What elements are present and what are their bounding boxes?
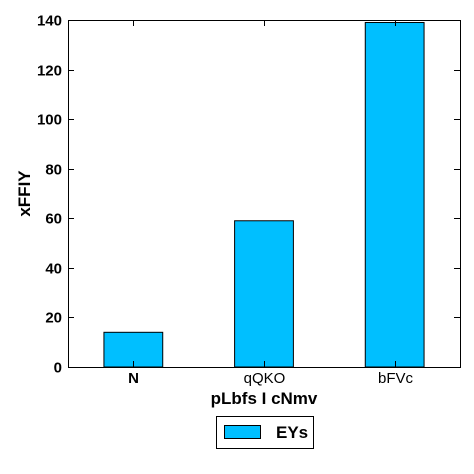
y-tick-label: 40 (45, 261, 62, 278)
bar-bFVc (364, 21, 425, 368)
y-tick-label: 100 (37, 112, 62, 129)
bar-qQKO (234, 220, 294, 368)
x-axis-label: pLbfs I cNmv (211, 389, 318, 408)
y-tick-label: 60 (45, 211, 62, 228)
x-tick-label: qQKO (244, 370, 286, 387)
x-tick-label: N (128, 370, 139, 387)
plot-frame (68, 20, 461, 368)
y-tick-label: 140 (37, 13, 62, 30)
y-tick-label: 0 (54, 360, 62, 377)
legend: EYs (216, 416, 314, 449)
y-tick-label: 80 (45, 162, 62, 179)
y-tick-label: 120 (37, 63, 62, 80)
y-axis-ticks: 0 20 40 60 80 100 120 140 (37, 13, 460, 377)
legend-label: EYs (276, 423, 308, 442)
y-tick-label: 20 (45, 310, 62, 327)
x-tick-label: bFVc (378, 370, 414, 387)
y-axis-label: xFFIY (15, 170, 34, 217)
legend-swatch (224, 425, 261, 439)
bars (103, 21, 425, 368)
